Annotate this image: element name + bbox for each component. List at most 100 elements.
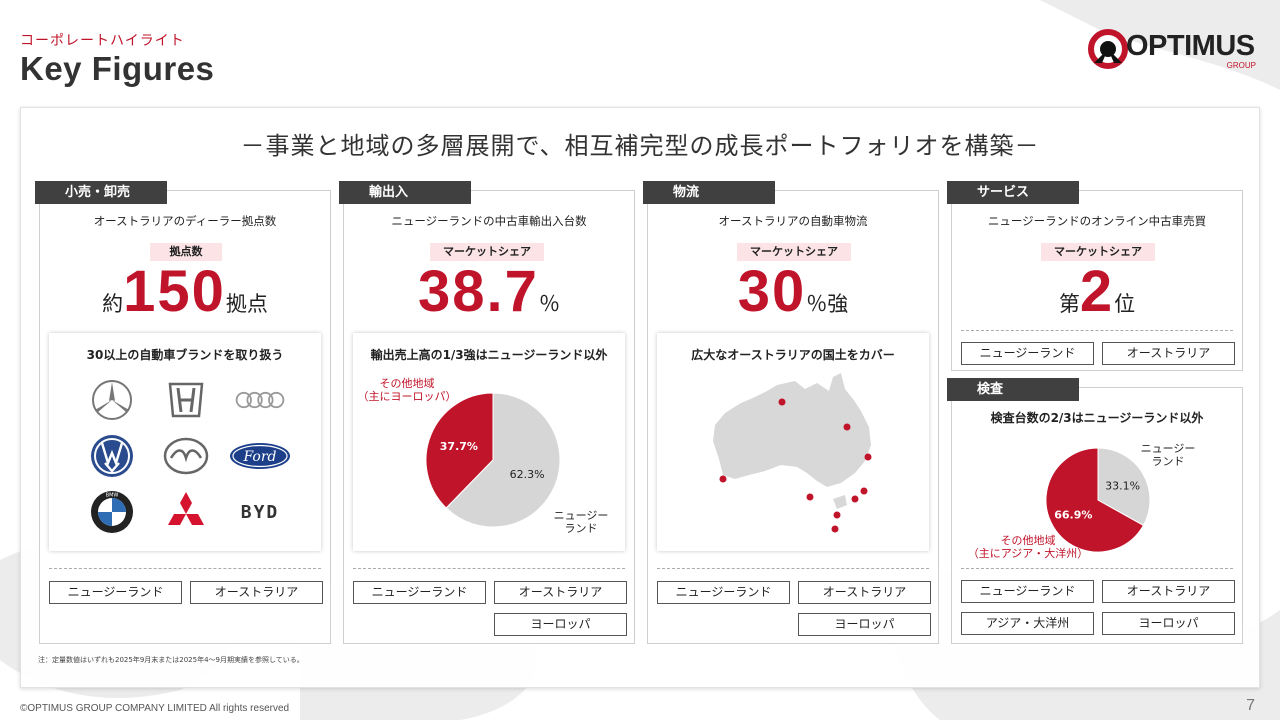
pie1-nz-label-line2: ランド (564, 522, 598, 535)
volkswagen-logo-icon (85, 433, 139, 479)
region-tag-nz: ニュージーランド (353, 581, 486, 604)
pie-slice (425, 392, 494, 509)
region-tag-au: オーストラリア (798, 581, 931, 604)
retail-value: 150 (123, 259, 226, 324)
pie2-nz-label-line1: ニュージー (1140, 442, 1196, 455)
byd-logo-text: BYD (241, 502, 280, 522)
export-pie-chart: 37.7% 62.3% (425, 392, 561, 528)
location-marker (833, 511, 841, 519)
region-tag-eu: ヨーロッパ (494, 613, 627, 636)
region-tag-au: オーストラリア (1102, 580, 1235, 603)
pie1-nz-label: ニュージー ランド (543, 509, 619, 535)
pie1-other-label-line1: その他地域 (379, 377, 435, 390)
section-label: コーポレートハイライト (20, 33, 185, 49)
pie1-other-label-line2: （主にヨーロッパ） (357, 390, 457, 403)
mitsubishi-logo-icon (159, 489, 213, 535)
import-export-value: 38.7 (418, 259, 539, 324)
pie1-nz-label-line1: ニュージー (553, 509, 609, 522)
tab-logistics: 物流 (643, 181, 775, 204)
tab-retail: 小売・卸売 (35, 181, 167, 204)
pie2-other-label-line2: （主にアジア・大洋州） (967, 547, 1089, 560)
page-number: 7 (1246, 697, 1255, 714)
pie-slice (1045, 447, 1145, 553)
services-description: ニュージーランドのオンライン中古車売買 (987, 214, 1207, 228)
import-export-divider (353, 568, 625, 569)
section-logistics: 物流 オーストラリアの自動車物流 マーケットシェア 30％強 広大なオーストラリ… (643, 181, 939, 644)
import-export-pill: マーケットシェア (430, 243, 544, 261)
location-marker (860, 487, 868, 495)
byd-logo-icon: BYD (227, 489, 293, 535)
region-tag-nz: ニュージーランド (961, 342, 1094, 365)
logistics-pill: マーケットシェア (737, 243, 851, 261)
location-marker (843, 423, 851, 431)
pie-data-label: 37.7% (440, 440, 478, 453)
location-marker (864, 453, 872, 461)
retail-suffix: 拠点 (225, 292, 268, 316)
tab-services: サービス (947, 181, 1079, 204)
import-export-suffix: ％ (538, 292, 560, 316)
inspection-inner-title: 検査台数の2/3はニュージーランド以外 (990, 411, 1204, 425)
honda-logo-icon (159, 377, 213, 423)
bmw-logo-icon: BMW (85, 489, 139, 535)
retail-figure: 約150拠点 (40, 258, 330, 325)
location-marker (719, 475, 727, 483)
copyright: ©OPTIMUS GROUP COMPANY LIMITED All right… (20, 703, 290, 714)
region-tag-au: オーストラリア (1102, 342, 1235, 365)
logistics-divider (657, 568, 929, 569)
import-export-inner-title: 輸出売上高の1/3強はニュージーランド以外 (370, 348, 608, 362)
section-inspection: 検査 検査台数の2/3はニュージーランド以外 66.9% 33.1% ニュージー … (947, 378, 1243, 644)
inspection-divider (961, 568, 1233, 569)
retail-pill: 拠点数 (150, 243, 222, 261)
pie2-other-label-line1: その他地域 (1000, 534, 1056, 547)
services-pill: マーケットシェア (1041, 243, 1155, 261)
retail-prefix: 約 (102, 292, 124, 316)
tab-import-export: 輸出入 (339, 181, 471, 204)
optimus-logo: GROUP OPTIMUS GROUP (1086, 26, 1262, 72)
ford-logo-icon: Ford (227, 433, 293, 479)
australia-map (713, 373, 872, 533)
retail-description: オーストラリアのディーラー拠点数 (93, 214, 277, 228)
audi-logo-icon (233, 377, 287, 423)
import-export-description: ニュージーランドの中古車輸出入台数 (391, 214, 587, 228)
pie2-other-label: その他地域 （主にアジア・大洋州） (958, 534, 1098, 560)
services-suffix: 位 (1114, 292, 1136, 316)
import-export-chart-panel: 輸出売上高の1/3強はニュージーランド以外 37.7% 62.3% その他地域 （… (353, 333, 625, 551)
import-export-figure: 38.7％ (344, 258, 634, 325)
logistics-inner-title: 広大なオーストラリアの国土をカバー (691, 348, 895, 362)
mazda-logo-icon (159, 433, 213, 479)
logo-wordmark: OPTIMUS (1126, 30, 1255, 62)
footnote: 注：定量数値はいずれも2025年9月末または2025年4～9月期実績を参照してい… (38, 656, 304, 664)
inspection-pie-chart: 66.9% 33.1% (1045, 447, 1151, 553)
region-tag-eu: ヨーロッパ (1102, 612, 1235, 635)
ford-logo-text: Ford (242, 449, 276, 465)
logo-mark-icon (1088, 29, 1128, 69)
section-retail: 小売・卸売 オーストラリアのディーラー拠点数 拠点数 約150拠点 30以上の自… (35, 181, 331, 644)
region-tag-au: オーストラリア (494, 581, 627, 604)
section-services: サービス ニュージーランドのオンライン中古車売買 マーケットシェア 第2位 ニュ… (947, 181, 1243, 371)
services-value: 2 (1079, 259, 1115, 324)
retail-brands-panel: 30以上の自動車ブランドを取り扱う Ford BMW (49, 333, 321, 551)
retail-inner-title: 30以上の自動車ブランドを取り扱う (86, 348, 284, 362)
services-figure: 第2位 (952, 258, 1242, 325)
headline: －事業と地域の多層展開で、相互補完型の成長ポートフォリオを構築－ (240, 132, 1040, 160)
tab-inspection: 検査 (947, 378, 1079, 401)
logistics-figure: 30％強 (648, 258, 938, 325)
logistics-location-markers (719, 398, 872, 533)
region-tag-nz: ニュージーランド (961, 580, 1094, 603)
pie-slice (1097, 447, 1151, 527)
logistics-map-panel: 広大なオーストラリアの国土をカバー (657, 333, 929, 551)
region-tag-nz: ニュージーランド (49, 581, 182, 604)
services-divider (961, 330, 1233, 331)
logistics-suffix: ％強 (806, 292, 849, 316)
region-tag-nz: ニュージーランド (657, 581, 790, 604)
pie-data-label: 33.1% (1105, 480, 1140, 493)
logistics-value: 30 (737, 259, 807, 324)
pie-data-label: 62.3% (510, 468, 545, 481)
pie1-other-label: その他地域 （主にヨーロッパ） (357, 377, 457, 403)
section-import-export: 輸出入 ニュージーランドの中古車輸出入台数 マーケットシェア 38.7％ 輸出売… (339, 181, 635, 644)
pie-slice (445, 392, 561, 528)
page-title: Key Figures (20, 50, 215, 87)
region-tag-apac: アジア・大洋州 (961, 612, 1094, 635)
region-tag-au: オーストラリア (190, 581, 323, 604)
mercedes-benz-logo-icon (85, 377, 139, 423)
